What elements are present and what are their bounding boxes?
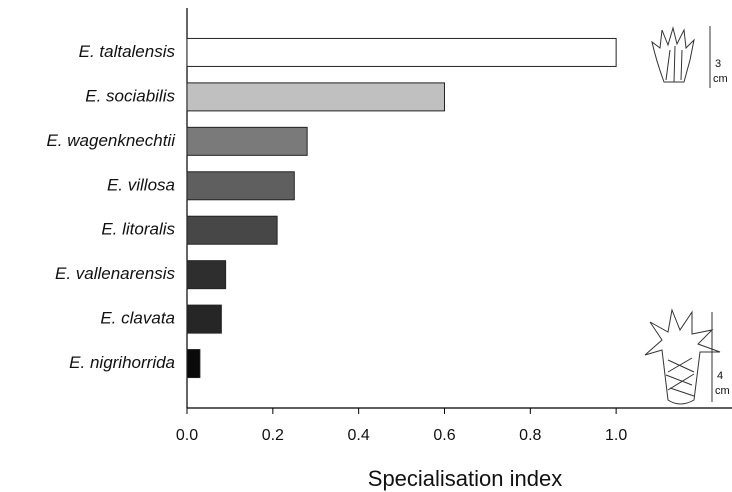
flower-illustration (645, 310, 720, 404)
bar (187, 216, 277, 244)
scale-label: 4 (717, 370, 723, 382)
x-tick-label: 1.0 (605, 427, 627, 444)
bar (187, 305, 221, 333)
y-tick-label: E. clavata (100, 309, 175, 328)
bar (187, 83, 444, 111)
x-tick-label: 0.0 (176, 427, 198, 444)
x-axis-label: Specialisation index (368, 466, 562, 491)
scale-label: 3 (715, 58, 721, 70)
y-tick-label: E. taltalensis (79, 42, 176, 61)
y-tick-label: E. sociabilis (85, 86, 175, 105)
bar (187, 261, 226, 289)
x-tick-label: 0.6 (433, 427, 455, 444)
scale-label: cm (713, 73, 728, 85)
x-tick-label: 0.2 (262, 427, 284, 444)
chart: Specialisation index 3 cm 4 cm 0.0 0.2 0.4… (0, 0, 732, 492)
bar (187, 127, 307, 155)
y-tick-label: E. nigrihorrida (69, 353, 175, 372)
y-tick-label: E. vallenarensis (55, 264, 176, 283)
scale-label: cm (715, 385, 730, 397)
y-tick-label: E. wagenknechtii (46, 131, 176, 150)
bar (187, 350, 200, 378)
y-tick-label: E. villosa (107, 175, 175, 194)
y-tick-label: E. litoralis (101, 220, 175, 239)
bar (187, 172, 294, 200)
x-tick-label: 0.4 (348, 427, 370, 444)
bar (187, 38, 616, 66)
x-tick-label: 0.8 (519, 427, 541, 444)
flower-illustration (652, 26, 710, 88)
